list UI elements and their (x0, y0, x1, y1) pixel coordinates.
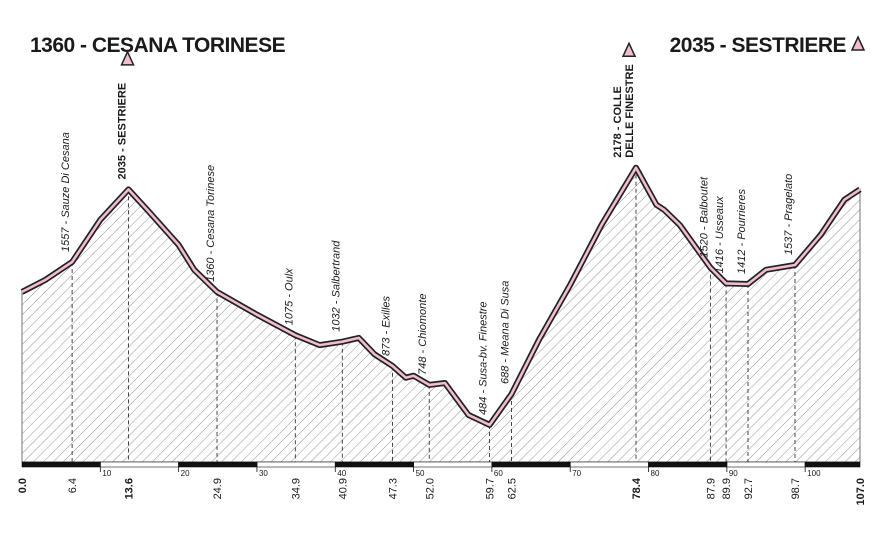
waypoint-label: 873 - Exilles (380, 295, 392, 355)
waypoint-label: 1075 - Oulx (283, 268, 295, 325)
x-tick-label: 60 (494, 469, 503, 478)
distance-bar (256, 461, 336, 468)
km-label: 24.9 (212, 478, 224, 499)
waypoint-label: 1032 - Salbertrand (330, 240, 342, 332)
km-label: 98.7 (790, 478, 802, 499)
waypoint-label: 1557 - Sauze Di Cesana (60, 132, 72, 252)
km-label: 52.0 (424, 478, 436, 499)
x-tick-label: 90 (729, 469, 738, 478)
waypoint-label: 748 - Chiomonte (417, 294, 429, 375)
x-tick-label: 50 (416, 469, 425, 478)
distance-bar (726, 461, 806, 468)
summit-icon (850, 35, 866, 51)
waypoint-label: 688 - Meana Di Susa (499, 281, 511, 384)
x-tick-label: 10 (102, 469, 111, 478)
waypoint-label: 1412 - Pourrieres (736, 189, 748, 274)
summit-icon (120, 50, 135, 66)
distance-bar (804, 461, 861, 468)
x-tick-label: 40 (337, 469, 346, 478)
distance-bar (100, 461, 179, 468)
waypoint-label: 1537 - Pragelato (783, 174, 795, 255)
waypoint-label: 1360 - Cesana Torinese (205, 165, 217, 282)
waypoint-label: 2178 - COLLE (612, 86, 624, 158)
finish-title: 2035 - SESTRIERE (670, 34, 847, 57)
km-label: 87.9 (705, 478, 717, 499)
summit-icon (621, 41, 637, 58)
waypoint-label: DELLE FINESTRE (624, 64, 636, 158)
km-label: 89.9 (721, 478, 733, 499)
km-label: 13.6 (124, 478, 136, 499)
km-label: 47.3 (387, 478, 399, 499)
distance-bar (334, 461, 414, 468)
profile-line (21, 166, 861, 427)
x-tick-label: 20 (181, 469, 190, 478)
x-tick-label: 30 (259, 469, 268, 478)
km-label: 0.0 (17, 478, 29, 493)
km-label: 40.9 (337, 478, 349, 499)
start-title: 1360 - CESANA TORINESE (30, 34, 286, 57)
km-label: 34.9 (290, 478, 302, 499)
x-tick-label: 100 (807, 469, 821, 478)
waypoint-label: 2035 - SESTRIERE (117, 83, 129, 180)
distance-bar (21, 461, 101, 468)
distance-bar (569, 461, 649, 468)
km-label: 107.0 (855, 478, 867, 506)
distance-bar (178, 461, 258, 468)
km-label: 78.4 (631, 477, 643, 499)
distance-bar (413, 461, 493, 468)
waypoint-label: 1416 - Usseaux (714, 196, 726, 274)
km-label: 6.4 (67, 478, 79, 493)
x-tick-label: 70 (572, 469, 581, 478)
waypoint-label: 1520 - Balboutet (698, 176, 710, 258)
distance-bar (648, 461, 728, 468)
x-tick-label: 80 (651, 469, 660, 478)
distance-bar (491, 461, 571, 468)
km-label: 62.5 (506, 478, 518, 499)
km-label: 59.7 (485, 478, 497, 499)
waypoint-label: 484 - Susa-bv. Finestre (478, 301, 490, 415)
km-label: 92.7 (743, 478, 755, 499)
